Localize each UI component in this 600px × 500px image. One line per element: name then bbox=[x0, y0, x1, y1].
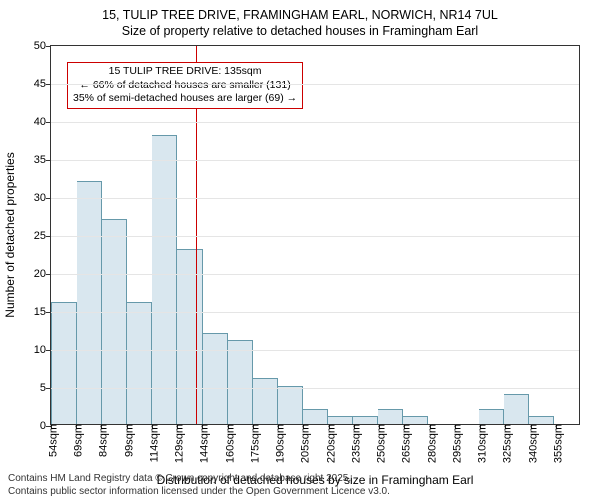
histogram-bar bbox=[102, 219, 127, 424]
x-tick-label: 99sqm bbox=[118, 424, 135, 457]
y-tick-label: 35 bbox=[34, 154, 51, 166]
x-tick-label: 220sqm bbox=[320, 424, 337, 463]
histogram-bar bbox=[378, 409, 403, 424]
histogram-bar bbox=[51, 302, 77, 424]
histogram-bar bbox=[228, 340, 253, 424]
x-tick-label: 190sqm bbox=[270, 424, 287, 463]
y-tick-label: 15 bbox=[34, 306, 51, 318]
y-axis-label: Number of detached properties bbox=[3, 152, 17, 317]
x-tick-label: 310sqm bbox=[472, 424, 489, 463]
y-tick-label: 20 bbox=[34, 268, 51, 280]
chart-title-main: 15, TULIP TREE DRIVE, FRAMINGHAM EARL, N… bbox=[0, 0, 600, 22]
x-tick-label: 325sqm bbox=[497, 424, 514, 463]
histogram-bar bbox=[479, 409, 504, 424]
x-tick-label: 235sqm bbox=[345, 424, 362, 463]
marker-annotation: 15 TULIP TREE DRIVE: 135sqm ← 66% of det… bbox=[67, 62, 303, 109]
footer-line-2: Contains public sector information licen… bbox=[8, 486, 390, 499]
histogram-bar bbox=[403, 416, 428, 424]
histogram-bar bbox=[278, 386, 303, 424]
histogram-bar bbox=[177, 249, 202, 424]
histogram-bar bbox=[152, 135, 177, 424]
y-tick-label: 30 bbox=[34, 192, 51, 204]
histogram-bar bbox=[504, 394, 529, 424]
x-tick-label: 250sqm bbox=[371, 424, 388, 463]
x-tick-label: 160sqm bbox=[219, 424, 236, 463]
histogram-bar bbox=[529, 416, 554, 424]
x-tick-label: 54sqm bbox=[43, 424, 60, 457]
x-tick-label: 129sqm bbox=[169, 424, 186, 463]
y-tick-label: 25 bbox=[34, 230, 51, 242]
x-tick-label: 114sqm bbox=[143, 424, 160, 462]
plot-area: 15 TULIP TREE DRIVE: 135sqm ← 66% of det… bbox=[50, 45, 580, 425]
y-tick-label: 5 bbox=[40, 382, 51, 394]
y-tick-label: 40 bbox=[34, 116, 51, 128]
x-tick-label: 265sqm bbox=[396, 424, 413, 463]
chart-area: Number of detached properties 15 TULIP T… bbox=[50, 45, 580, 425]
y-tick-label: 10 bbox=[34, 344, 51, 356]
footer-line-1: Contains HM Land Registry data © Crown c… bbox=[8, 473, 390, 486]
x-tick-label: 280sqm bbox=[421, 424, 438, 463]
x-tick-label: 69sqm bbox=[68, 424, 85, 457]
x-tick-label: 295sqm bbox=[446, 424, 463, 463]
annot-line-1: ← 66% of detached houses are smaller (13… bbox=[73, 79, 297, 93]
y-tick-label: 45 bbox=[34, 78, 51, 90]
x-tick-label: 175sqm bbox=[244, 424, 261, 463]
histogram-bar bbox=[127, 302, 152, 424]
y-tick-label: 50 bbox=[34, 40, 51, 52]
x-tick-label: 340sqm bbox=[522, 424, 539, 463]
x-tick-label: 205sqm bbox=[295, 424, 312, 463]
x-tick-label: 84sqm bbox=[93, 424, 110, 457]
histogram-bar bbox=[328, 416, 353, 424]
histogram-bar bbox=[353, 416, 378, 424]
histogram-bar bbox=[253, 378, 278, 424]
annot-line-0: 15 TULIP TREE DRIVE: 135sqm bbox=[73, 65, 297, 79]
x-tick-label: 144sqm bbox=[194, 424, 211, 463]
x-tick-label: 355sqm bbox=[547, 424, 564, 463]
chart-title-sub: Size of property relative to detached ho… bbox=[0, 22, 600, 42]
histogram-bar bbox=[303, 409, 328, 424]
histogram-bar bbox=[203, 333, 228, 424]
footer-attribution: Contains HM Land Registry data © Crown c… bbox=[8, 473, 390, 498]
annot-line-2: 35% of semi-detached houses are larger (… bbox=[73, 92, 297, 106]
